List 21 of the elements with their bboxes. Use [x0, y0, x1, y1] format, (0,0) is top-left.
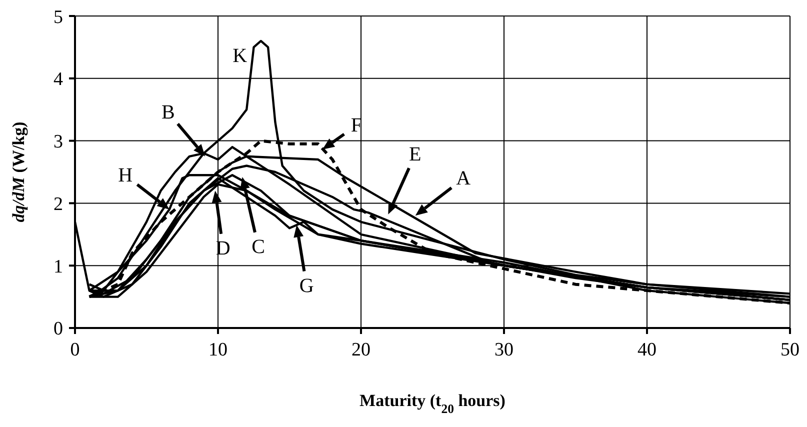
x-tick-label: 10 [208, 339, 228, 360]
annotation: K [232, 44, 248, 67]
y-tick-label: 4 [54, 69, 64, 90]
y-tick-label: 1 [54, 256, 63, 278]
y-tick-label: 2 [54, 194, 63, 215]
annotation: H [118, 164, 133, 186]
x-tick-label: 30 [494, 339, 514, 360]
x-tick-label: 40 [638, 339, 656, 360]
annotation: E [409, 143, 422, 166]
y-tick-label: 5 [54, 6, 63, 28]
y-tick-label: 0 [54, 318, 63, 340]
annotation: B [161, 101, 175, 124]
x-tick-label: 20 [352, 339, 370, 360]
x-axis-title: Maturity (t$_{20}$ hours) [360, 391, 506, 416]
x-tick-label: 50 [780, 339, 800, 360]
annotation: A [456, 168, 472, 190]
x-tick-label: 0 [70, 339, 80, 360]
y-tick-label: 3 [54, 132, 63, 153]
y-axis-title: dq/dM (W/kg) [9, 122, 28, 222]
annotation: C [252, 236, 265, 258]
annotation: G [299, 275, 314, 298]
